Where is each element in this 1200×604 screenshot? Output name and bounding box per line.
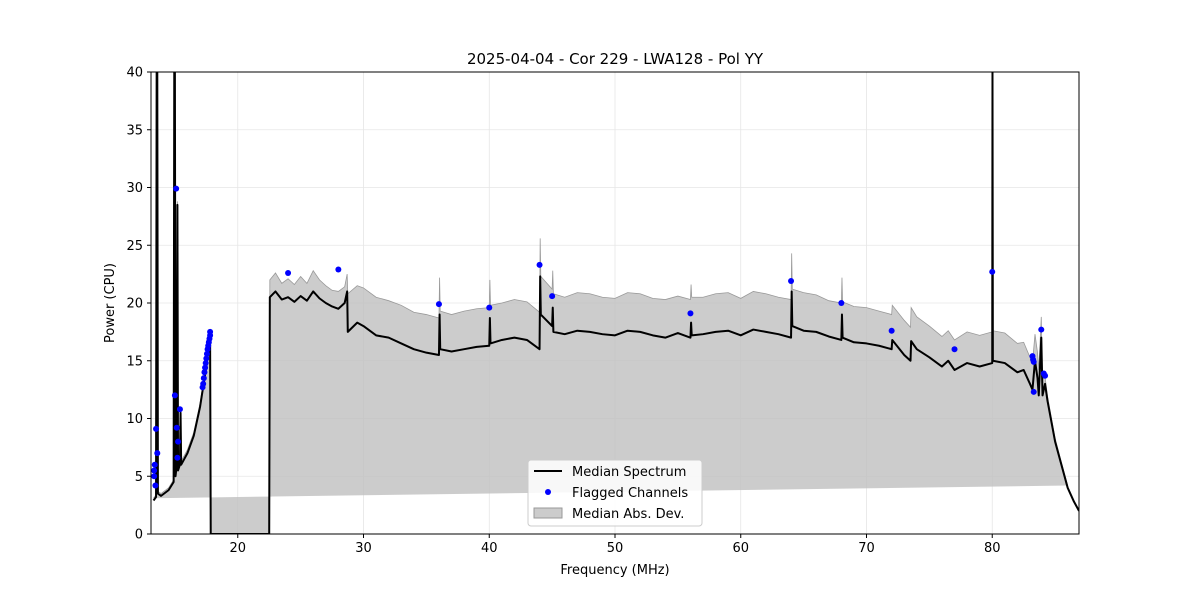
flagged-channel-point — [1038, 326, 1045, 333]
flagged-channel-point — [202, 364, 209, 371]
chart-title: 2025-04-04 - Cor 229 - LWA128 - Pol YY — [467, 50, 764, 68]
x-axis-label: Frequency (MHz) — [560, 563, 669, 578]
flagged-channel-point — [175, 438, 182, 445]
y-tick-label: 40 — [126, 66, 143, 81]
flagged-channel-point — [153, 425, 160, 432]
flagged-channel-point — [435, 301, 442, 308]
flagged-channel-point — [200, 375, 207, 382]
flagged-channel-point — [173, 185, 180, 192]
flagged-channel-point — [549, 293, 556, 300]
flagged-channel-point — [202, 360, 209, 367]
flagged-channel-point — [687, 310, 694, 317]
flagged-channel-point — [1030, 388, 1037, 395]
flagged-channel-point — [335, 266, 342, 273]
flagged-channel-point — [207, 328, 214, 335]
legend-mad-label: Median Abs. Dev. — [572, 507, 684, 522]
flagged-channel-point — [151, 461, 158, 468]
flagged-channel-point — [173, 424, 180, 431]
y-tick-label: 10 — [126, 412, 143, 427]
y-tick-label: 15 — [126, 354, 143, 369]
flagged-channel-point — [951, 346, 958, 353]
legend-mad-patch-icon — [533, 507, 563, 519]
flagged-channel-point — [1042, 372, 1049, 379]
x-tick-label: 70 — [858, 541, 875, 556]
flagged-channel-point — [201, 369, 208, 376]
plot-area — [151, 72, 1079, 534]
flagged-channel-point — [203, 355, 210, 362]
flagged-channel-point — [203, 350, 210, 357]
series-group — [151, 72, 1079, 534]
flagged-channel-point — [285, 269, 292, 276]
flagged-channel-point — [174, 454, 181, 461]
flagged-channel-point — [888, 327, 895, 334]
x-tick-label: 50 — [607, 541, 624, 556]
y-tick-label: 35 — [126, 123, 143, 138]
flagged-channel-point — [788, 278, 795, 285]
x-tick-label: 20 — [229, 541, 246, 556]
flagged-channel-point — [176, 406, 183, 413]
flagged-channel-point — [151, 473, 158, 480]
x-tick-label: 60 — [732, 541, 749, 556]
legend: Median Spectrum Flagged Channels Median … — [527, 459, 703, 527]
legend-median-label: Median Spectrum — [572, 465, 686, 480]
y-tick-label: 0 — [135, 528, 143, 543]
flagged-channel-point — [1030, 358, 1037, 365]
y-axis-label: Power (CPU) — [103, 263, 118, 343]
y-tick-label: 5 — [135, 470, 143, 485]
y-tick-label: 25 — [126, 239, 143, 254]
flagged-channel-point — [154, 450, 161, 457]
flagged-channel-point — [989, 268, 996, 275]
x-tick-label: 40 — [481, 541, 498, 556]
x-tick-label: 80 — [984, 541, 1001, 556]
flagged-channel-point — [536, 261, 543, 268]
ticks: 20 30 40 50 60 70 80 0 5 10 15 20 25 30 35 40 — [126, 66, 1000, 557]
median-spectrum-line — [152, 72, 1079, 534]
flagged-channel-point — [152, 482, 159, 489]
legend-flagged-label: Flagged Channels — [572, 486, 688, 501]
flagged-channel-point — [151, 467, 158, 474]
x-tick-label: 30 — [355, 541, 372, 556]
y-tick-label: 30 — [126, 181, 143, 196]
y-tick-label: 20 — [126, 297, 143, 312]
legend-box — [527, 459, 703, 527]
legend-flagged-dot-icon — [545, 489, 551, 495]
flagged-channel-point — [200, 380, 207, 387]
flagged-channel-point — [486, 304, 493, 311]
flagged-channel-point — [171, 392, 178, 399]
flagged-channel-point — [838, 300, 845, 306]
